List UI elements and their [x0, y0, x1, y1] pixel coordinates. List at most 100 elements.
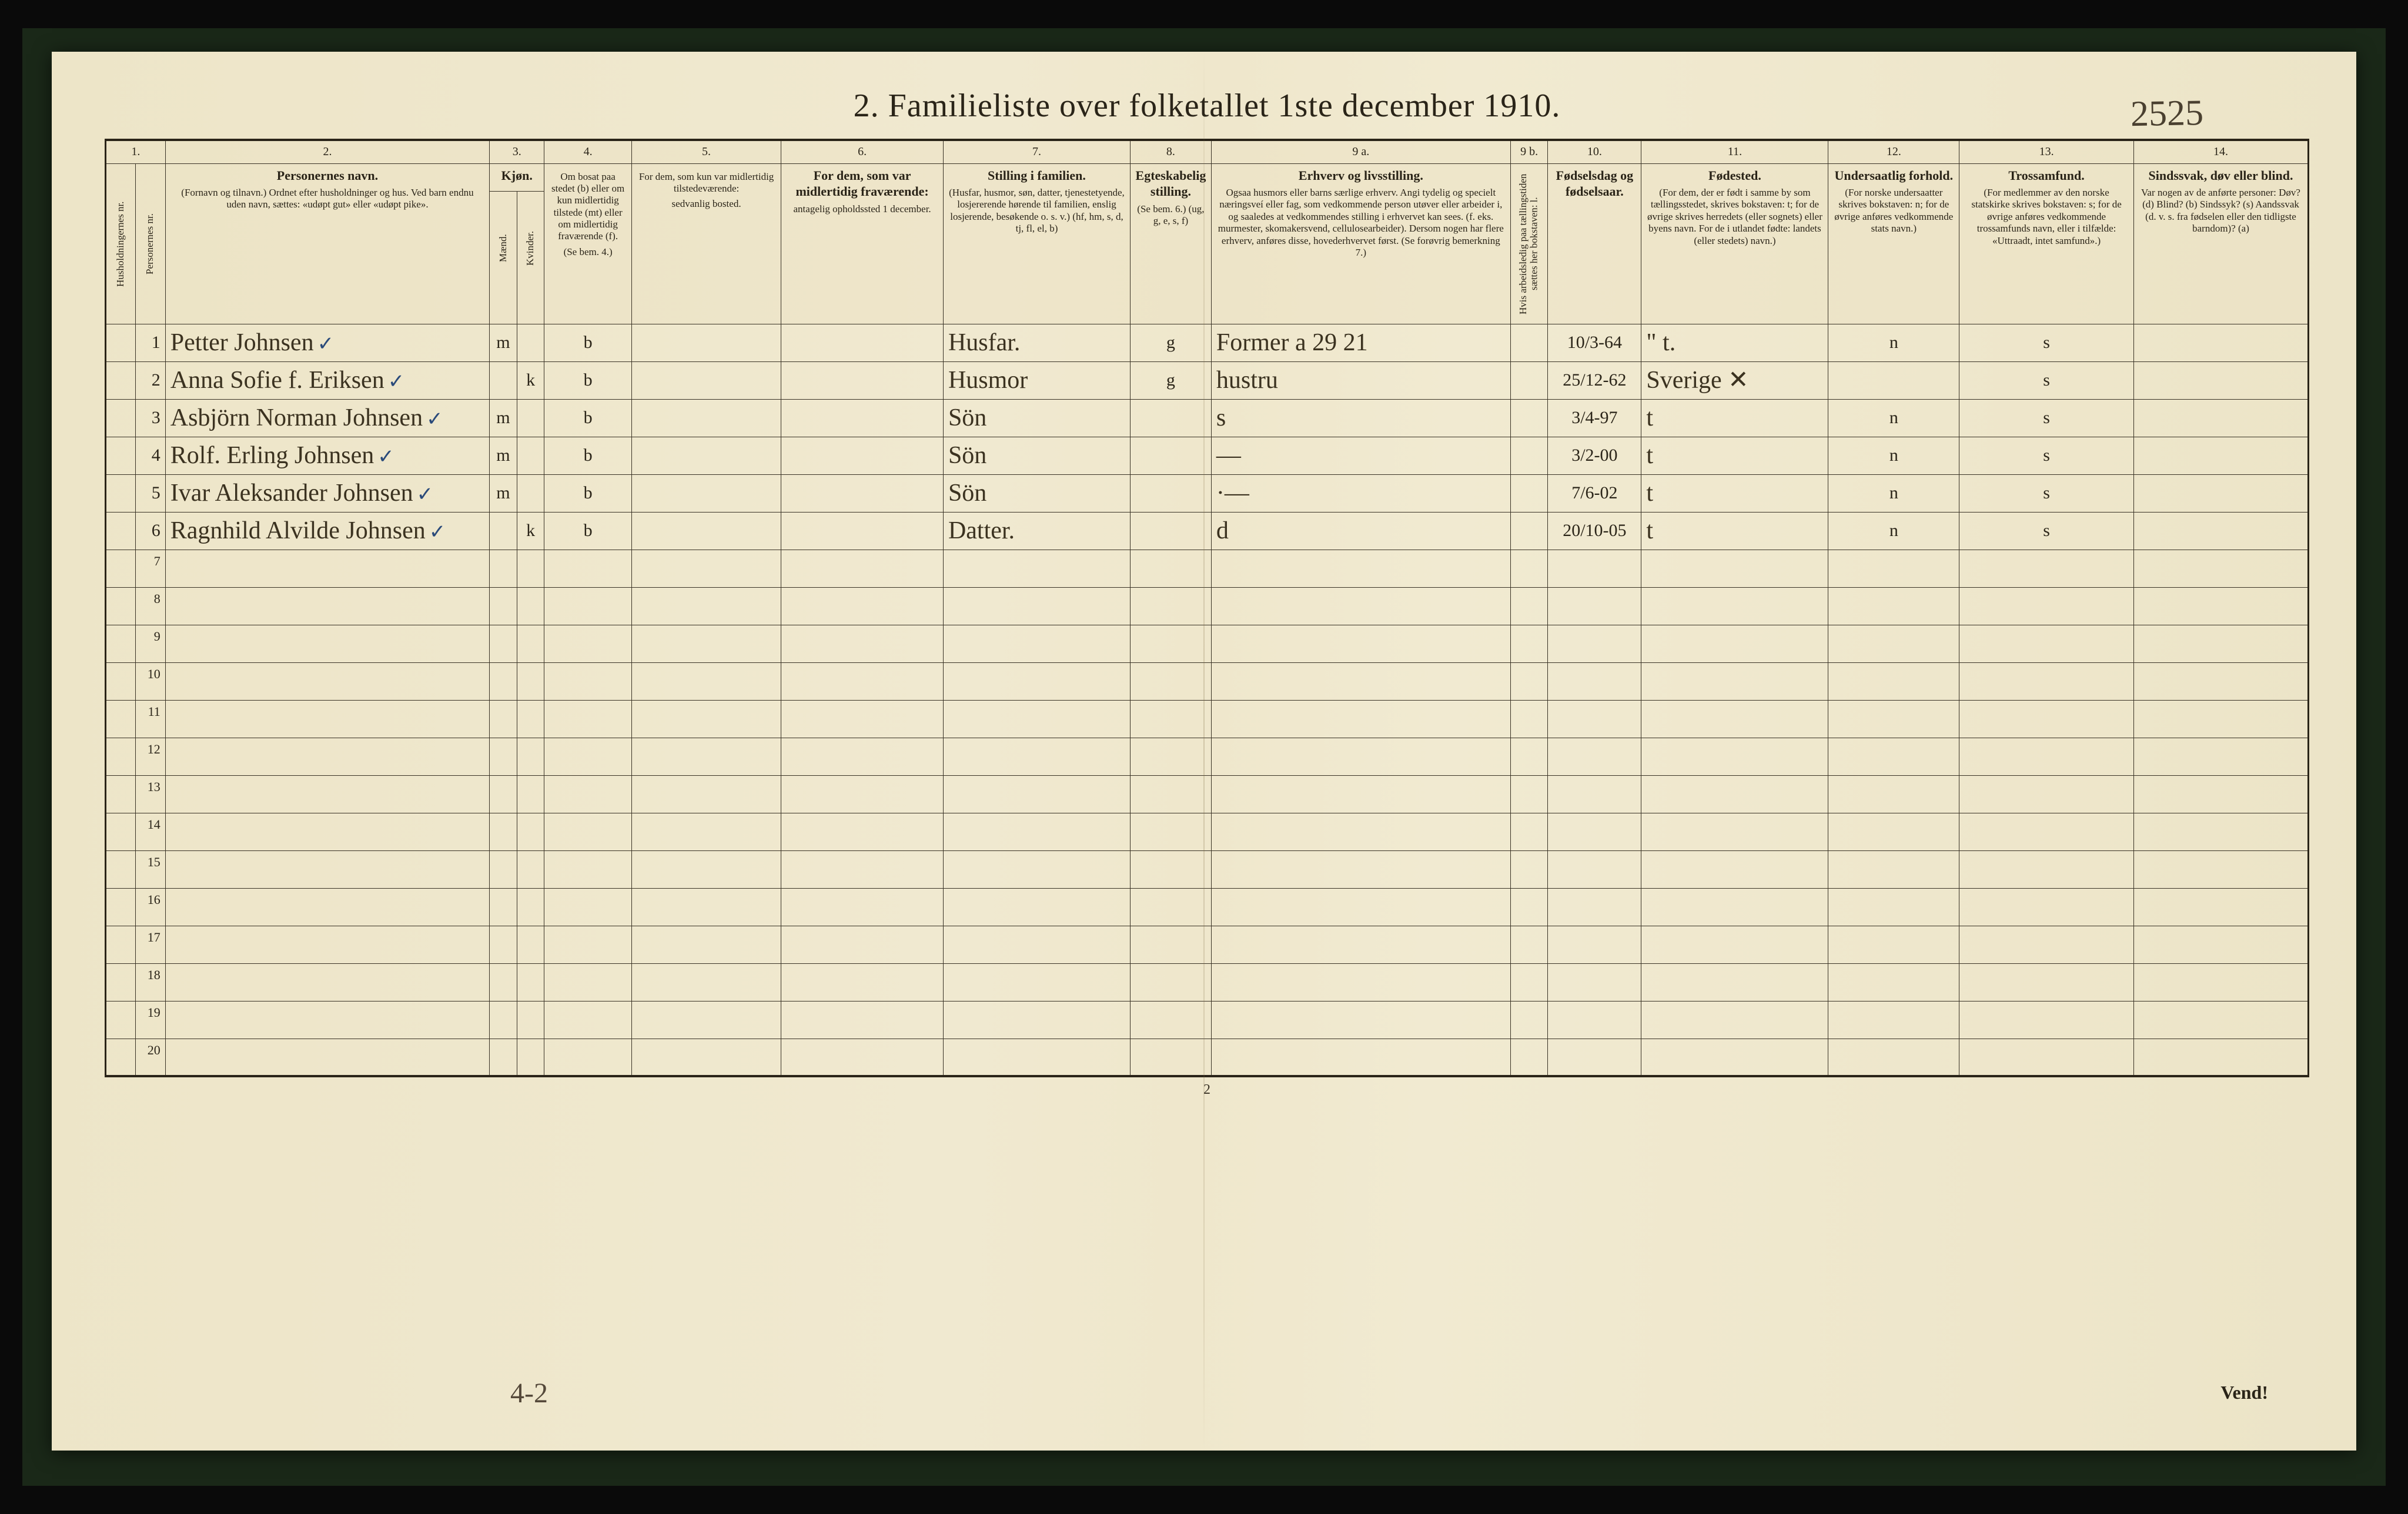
- cell-empty: [1211, 587, 1510, 625]
- cell-household-nr: [106, 474, 136, 512]
- cell-empty: [1131, 738, 1212, 775]
- cell-empty: [517, 550, 544, 587]
- cell-person-nr: 12: [135, 738, 165, 775]
- cell-birthplace: Sverige ✕: [1641, 361, 1828, 399]
- cell-person-nr: 6: [135, 512, 165, 550]
- cell-residence: b: [544, 399, 631, 437]
- cell-unemployed: [1510, 399, 1548, 437]
- cell-empty: [544, 700, 631, 738]
- cell-sex-k: [517, 437, 544, 474]
- cell-empty: [1959, 738, 2134, 775]
- annotation-top-right: 2525: [2130, 92, 2203, 135]
- cell-empty: [490, 926, 517, 963]
- cell-birthdate: 3/2-00: [1548, 437, 1641, 474]
- cell-empty: [1510, 587, 1548, 625]
- cell-empty: [1211, 1001, 1510, 1039]
- page-number-foot: 2: [105, 1082, 2309, 1098]
- cell-empty: [943, 888, 1130, 926]
- cell-empty: [165, 587, 489, 625]
- cell-marital: g: [1131, 361, 1212, 399]
- cell-birthplace: " t.: [1641, 324, 1828, 361]
- cell-empty: [1211, 963, 1510, 1001]
- table-row: 2Anna Sofie f. Eriksen✓kbHusmorghustru25…: [106, 361, 2309, 399]
- cell-empty: [1959, 1001, 2134, 1039]
- cell-empty: [1131, 813, 1212, 850]
- cell-empty: [1211, 813, 1510, 850]
- cell-empty: [165, 662, 489, 700]
- cell-empty: [1510, 813, 1548, 850]
- cell-empty: [1211, 700, 1510, 738]
- cell-sex-m: m: [490, 474, 517, 512]
- cell-disability: [2134, 512, 2309, 550]
- cell-empty: [1959, 888, 2134, 926]
- table-header: 1. 2. 3. 4. 5. 6. 7. 8. 9 a. 9 b. 10. 11…: [106, 140, 2309, 324]
- cell-empty: [1510, 550, 1548, 587]
- cell-empty: [1641, 775, 1828, 813]
- cell-empty: [1131, 587, 1212, 625]
- cell-empty: [165, 813, 489, 850]
- cell-person-nr: 10: [135, 662, 165, 700]
- cell-birthdate: 20/10-05: [1548, 512, 1641, 550]
- cell-marital: [1131, 437, 1212, 474]
- cell-empty: [1548, 775, 1641, 813]
- cell-empty: [165, 775, 489, 813]
- cell-empty: [1959, 587, 2134, 625]
- hdr-temp-present: For dem, som kun var midlertidig tilsted…: [631, 163, 781, 324]
- cell-family-pos: Sön: [943, 474, 1130, 512]
- cell-empty: [1828, 850, 1959, 888]
- cell-empty: [517, 1039, 544, 1076]
- cell-person-nr: 9: [135, 625, 165, 662]
- cell-empty: [1510, 775, 1548, 813]
- cell-household-nr: [106, 437, 136, 474]
- cell-empty: [1211, 888, 1510, 926]
- cell-marital: [1131, 474, 1212, 512]
- cell-marital: [1131, 512, 1212, 550]
- cell-empty: [2134, 963, 2309, 1001]
- cell-temp-absent: [781, 437, 944, 474]
- cell-family-pos: Sön: [943, 437, 1130, 474]
- cell-marital: g: [1131, 324, 1212, 361]
- cell-empty: [943, 625, 1130, 662]
- cell-empty: [490, 963, 517, 1001]
- cell-temp-absent: [781, 474, 944, 512]
- cell-birthdate: 3/4-97: [1548, 399, 1641, 437]
- cell-residence: b: [544, 437, 631, 474]
- cell-empty: [943, 963, 1130, 1001]
- cell-empty: [1131, 550, 1212, 587]
- cell-empty: [544, 926, 631, 963]
- cell-nationality: n: [1828, 399, 1959, 437]
- cell-empty: [544, 850, 631, 888]
- cell-empty: [631, 963, 781, 1001]
- table-row: 3Asbjörn Norman Johnsen✓mbSöns3/4-97tns: [106, 399, 2309, 437]
- cell-empty: [1641, 587, 1828, 625]
- cell-empty: [631, 587, 781, 625]
- cell-empty: [943, 775, 1130, 813]
- colnum-4: 4.: [544, 140, 631, 163]
- cell-person-nr: 1: [135, 324, 165, 361]
- cell-temp-absent: [781, 324, 944, 361]
- cell-empty: [631, 1001, 781, 1039]
- cell-empty: [517, 587, 544, 625]
- cell-empty: [165, 963, 489, 1001]
- cell-household-nr: [106, 963, 136, 1001]
- cell-empty: [490, 700, 517, 738]
- cell-empty: [490, 550, 517, 587]
- cell-empty: [1510, 625, 1548, 662]
- cell-empty: [544, 625, 631, 662]
- cell-empty: [1828, 1001, 1959, 1039]
- table-row-empty: 16: [106, 888, 2309, 926]
- colnum-13: 13.: [1959, 140, 2134, 163]
- cell-empty: [165, 926, 489, 963]
- cell-name: Rolf. Erling Johnsen✓: [165, 437, 489, 474]
- cell-empty: [1641, 888, 1828, 926]
- colnum-14: 14.: [2134, 140, 2309, 163]
- cell-nationality: n: [1828, 437, 1959, 474]
- cell-person-nr: 17: [135, 926, 165, 963]
- cell-empty: [1131, 963, 1212, 1001]
- hdr-sex-k: Kvinder.: [517, 191, 544, 324]
- cell-name: Petter Johnsen✓: [165, 324, 489, 361]
- cell-empty: [165, 1001, 489, 1039]
- page-title: 2. Familieliste over folketallet 1ste de…: [105, 87, 2309, 125]
- hdr-sex: Kjøn.: [490, 163, 544, 191]
- cell-empty: [1131, 662, 1212, 700]
